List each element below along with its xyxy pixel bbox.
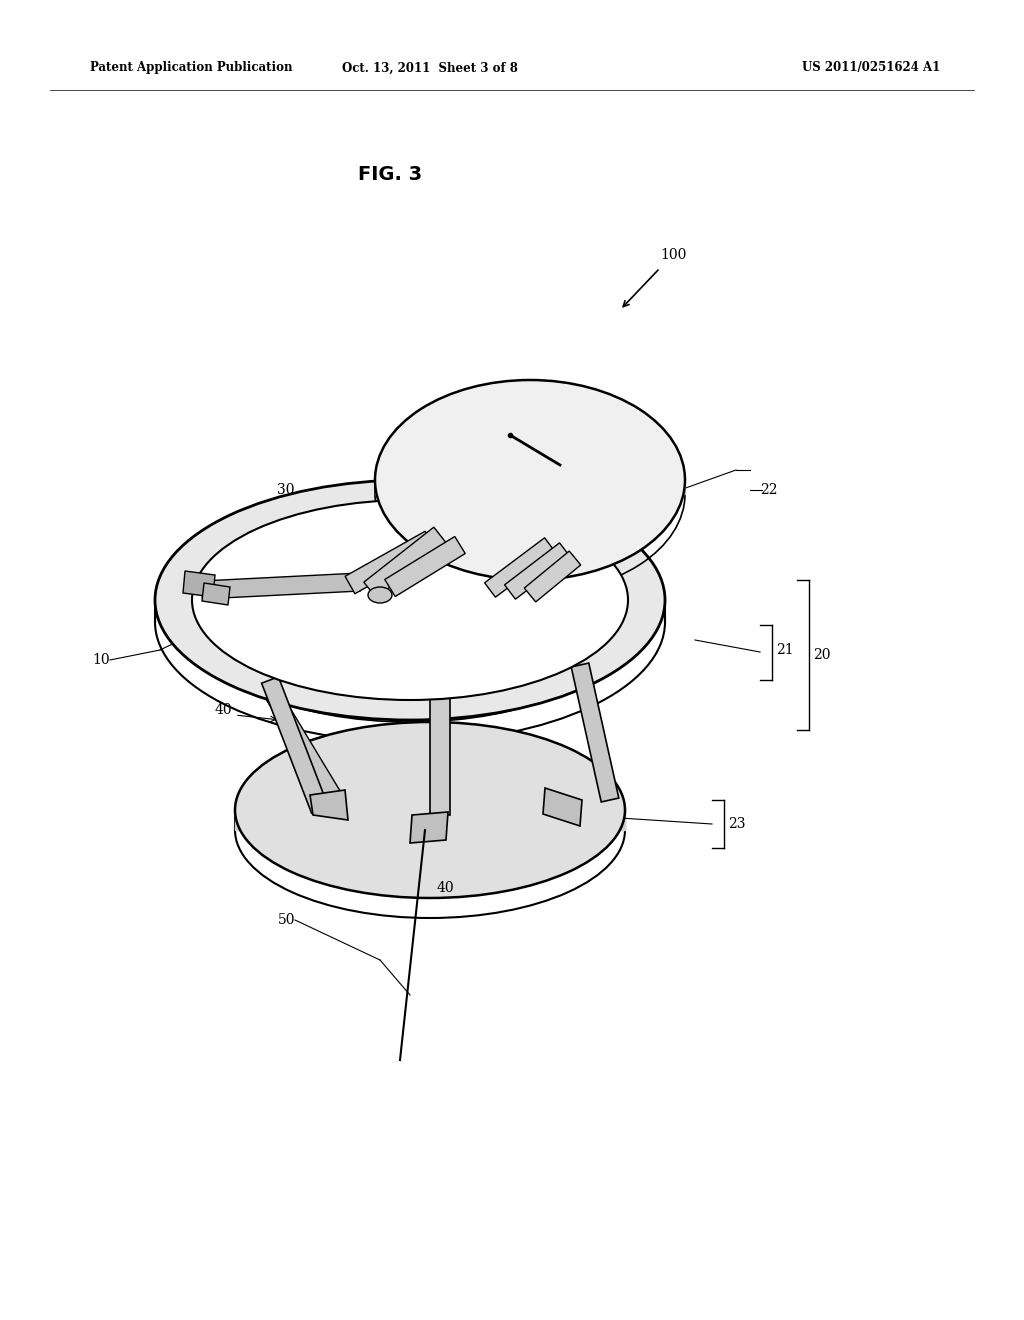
Polygon shape [524, 550, 581, 602]
Text: Patent Application Publication: Patent Application Publication [90, 62, 293, 74]
Polygon shape [385, 536, 465, 597]
Polygon shape [505, 543, 570, 599]
Text: 40: 40 [215, 704, 232, 717]
Polygon shape [430, 680, 450, 814]
Polygon shape [571, 663, 618, 803]
Text: US 2011/0251624 A1: US 2011/0251624 A1 [802, 62, 940, 74]
Text: 23: 23 [728, 817, 745, 832]
Polygon shape [202, 573, 360, 599]
Text: 10: 10 [92, 653, 110, 667]
Polygon shape [310, 789, 348, 820]
Polygon shape [261, 677, 329, 813]
Polygon shape [258, 678, 342, 803]
Polygon shape [364, 527, 446, 598]
Ellipse shape [234, 722, 625, 898]
Text: 40: 40 [436, 880, 454, 895]
Polygon shape [202, 583, 230, 605]
Text: Oct. 13, 2011  Sheet 3 of 8: Oct. 13, 2011 Sheet 3 of 8 [342, 62, 518, 74]
Ellipse shape [193, 500, 628, 700]
Polygon shape [183, 572, 215, 597]
Text: 21: 21 [776, 643, 794, 657]
Text: 22: 22 [760, 483, 777, 498]
Text: 100: 100 [660, 248, 686, 261]
Polygon shape [410, 812, 449, 843]
Polygon shape [484, 537, 555, 597]
Text: FIG. 3: FIG. 3 [358, 165, 422, 185]
Ellipse shape [155, 480, 665, 719]
Text: 20: 20 [813, 648, 830, 663]
Polygon shape [543, 788, 582, 826]
Ellipse shape [368, 587, 392, 603]
Text: 50: 50 [278, 913, 295, 927]
Polygon shape [345, 531, 435, 594]
Text: 30: 30 [278, 483, 295, 498]
Ellipse shape [375, 380, 685, 579]
